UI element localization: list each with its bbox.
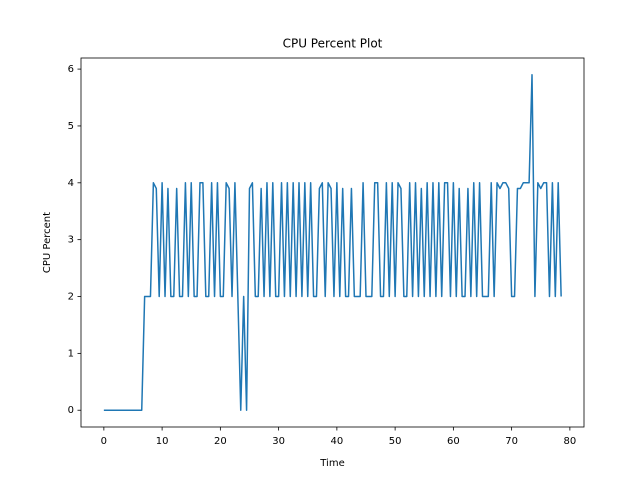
x-tick-label: 0 xyxy=(101,436,107,447)
y-tick-label: 5 xyxy=(68,121,74,132)
x-tick-label: 60 xyxy=(447,436,460,447)
x-tick-label: 80 xyxy=(564,436,577,447)
y-tick-label: 6 xyxy=(68,64,74,75)
y-tick-label: 1 xyxy=(68,348,74,359)
x-axis-label: Time xyxy=(319,458,344,469)
axes-frame xyxy=(80,57,585,428)
y-tick-label: 0 xyxy=(68,405,74,416)
y-tick-label: 3 xyxy=(68,235,74,246)
x-tick-label: 50 xyxy=(389,436,402,447)
x-tick-label: 20 xyxy=(214,436,227,447)
x-tick-label: 10 xyxy=(156,436,169,447)
chart-title: CPU Percent Plot xyxy=(283,37,383,51)
y-tick-label: 4 xyxy=(68,178,74,189)
data-line xyxy=(103,74,562,411)
x-tick-label: 40 xyxy=(331,436,344,447)
y-axis-label: CPU Percent xyxy=(42,212,53,273)
x-tick-label: 70 xyxy=(505,436,518,447)
x-tick-label: 30 xyxy=(272,436,285,447)
y-tick-label: 2 xyxy=(68,292,74,303)
